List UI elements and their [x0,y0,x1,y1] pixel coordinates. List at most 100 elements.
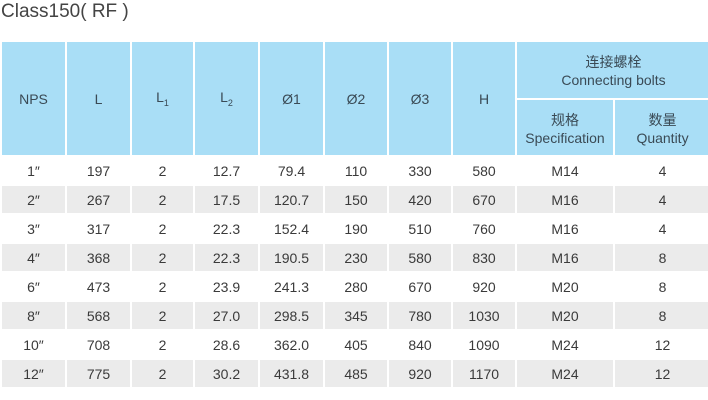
header-quantity: 数量 Quantity [612,98,708,157]
cell-h: 1090 [451,329,517,360]
cell-spec: M20 [515,300,615,331]
cell-l1: 2 [130,242,195,273]
cell-l: 197 [65,155,132,186]
cell-l: 267 [65,184,132,215]
cell-qty: 8 [612,300,708,331]
cell-h: 760 [451,213,517,244]
cell-l2: 12.7 [193,155,260,186]
cell-l1: 2 [130,184,195,215]
table-row: 2″ 267 2 17.5 120.7 150 420 670 M16 4 [0,184,708,215]
cell-h: 580 [451,155,517,186]
cell-qty: 12 [612,358,708,389]
table-row: 3″ 317 2 22.3 152.4 190 510 760 M16 4 [0,213,708,244]
header-d3: Ø3 [387,40,453,157]
cell-d1: 152.4 [258,213,325,244]
cell-nps: 12″ [0,358,67,389]
cell-nps: 8″ [0,300,67,331]
table-row: 6″ 473 2 23.9 241.3 280 670 920 M20 8 [0,271,708,302]
cell-l: 568 [65,300,132,331]
cell-l2: 28.6 [193,329,260,360]
cell-spec: M20 [515,271,615,302]
table-row: 4″ 368 2 22.3 190.5 230 580 830 M16 8 [0,242,708,273]
table-row: 10″ 708 2 28.6 362.0 405 840 1090 M24 12 [0,329,708,360]
cell-h: 830 [451,242,517,273]
cell-qty: 4 [612,184,708,215]
cell-qty: 4 [612,155,708,186]
cell-d2: 190 [323,213,389,244]
cell-l2: 17.5 [193,184,260,215]
header-l2: L2 [193,40,260,157]
header-h: H [451,40,517,157]
cell-d3: 840 [387,329,453,360]
cell-qty: 12 [612,329,708,360]
cell-d2: 345 [323,300,389,331]
cell-l2: 30.2 [193,358,260,389]
cell-d3: 920 [387,358,453,389]
cell-d3: 330 [387,155,453,186]
table-row: 12″ 775 2 30.2 431.8 485 920 1170 M24 12 [0,358,708,389]
cell-d2: 230 [323,242,389,273]
cell-qty: 8 [612,271,708,302]
cell-nps: 1″ [0,155,67,186]
cell-d3: 420 [387,184,453,215]
cell-l1: 2 [130,271,195,302]
cell-d3: 670 [387,271,453,302]
cell-l2: 22.3 [193,242,260,273]
table-title: Class150( RF ) [1,1,129,22]
cell-spec: M16 [515,213,615,244]
cell-d1: 431.8 [258,358,325,389]
header-connecting-bolts: 连接螺栓 Connecting bolts [514,40,708,100]
cell-d1: 79.4 [258,155,325,186]
cell-d1: 120.7 [258,184,325,215]
cell-spec: M24 [515,358,615,389]
cell-l: 473 [65,271,132,302]
table-row: 1″ 197 2 12.7 79.4 110 330 580 M14 4 [0,155,708,186]
cell-nps: 6″ [0,271,67,302]
table-row: 8″ 568 2 27.0 298.5 345 780 1030 M20 8 [0,300,708,331]
cell-d3: 580 [387,242,453,273]
cell-h: 920 [451,271,517,302]
cell-d2: 405 [323,329,389,360]
header-specification: 规格 Specification [515,98,615,157]
cell-l2: 23.9 [193,271,260,302]
cell-l: 708 [65,329,132,360]
cell-qty: 4 [612,213,708,244]
cell-d1: 362.0 [258,329,325,360]
cell-d1: 298.5 [258,300,325,331]
cell-d3: 780 [387,300,453,331]
cell-h: 1170 [451,358,517,389]
cell-spec: M16 [515,242,615,273]
cell-l1: 2 [130,358,195,389]
cell-spec: M14 [515,155,615,186]
cell-l2: 27.0 [193,300,260,331]
cell-d2: 485 [323,358,389,389]
cell-d1: 241.3 [258,271,325,302]
cell-d2: 280 [323,271,389,302]
cell-l1: 2 [130,329,195,360]
cell-d2: 110 [323,155,389,186]
cell-nps: 2″ [0,184,67,215]
cell-l: 317 [65,213,132,244]
cell-spec: M16 [515,184,615,215]
cell-l2: 22.3 [193,213,260,244]
cell-spec: M24 [515,329,615,360]
cell-nps: 4″ [0,242,67,273]
header-nps: NPS [0,40,67,157]
cell-l1: 2 [130,155,195,186]
cell-nps: 10″ [0,329,67,360]
dimensions-table: NPS L L1 L2 Ø1 Ø2 Ø3 H 连接螺栓 Connecting bo… [0,40,708,389]
header-l1: L1 [130,40,195,157]
header-d2: Ø2 [323,40,389,157]
cell-l: 368 [65,242,132,273]
cell-l: 775 [65,358,132,389]
cell-h: 670 [451,184,517,215]
cell-d1: 190.5 [258,242,325,273]
cell-h: 1030 [451,300,517,331]
cell-nps: 3″ [0,213,67,244]
cell-d2: 150 [323,184,389,215]
header-d1: Ø1 [258,40,325,157]
cell-l1: 2 [130,213,195,244]
cell-d3: 510 [387,213,453,244]
cell-qty: 8 [612,242,708,273]
cell-l1: 2 [130,300,195,331]
